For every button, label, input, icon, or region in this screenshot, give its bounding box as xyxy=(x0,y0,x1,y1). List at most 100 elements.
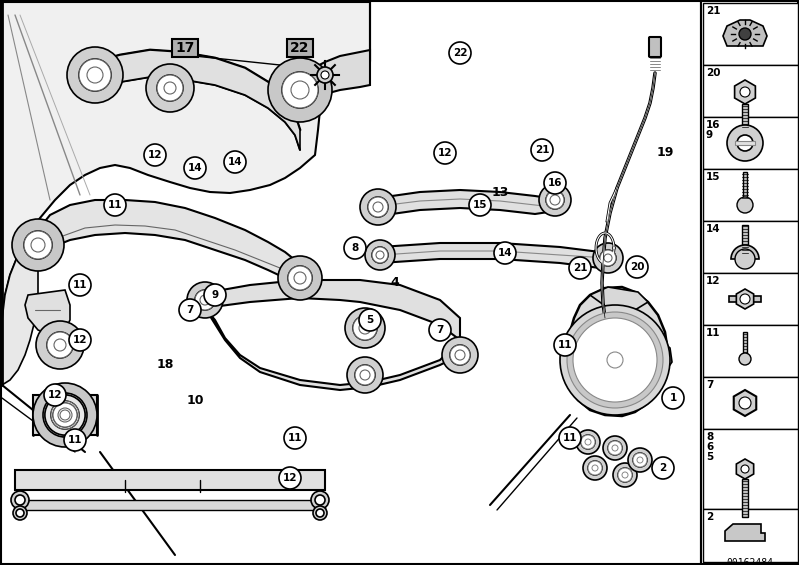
Text: 11: 11 xyxy=(68,435,82,445)
Polygon shape xyxy=(734,80,755,104)
Circle shape xyxy=(69,274,91,296)
Text: 00162484: 00162484 xyxy=(726,558,773,565)
Circle shape xyxy=(315,495,325,505)
Circle shape xyxy=(179,299,201,321)
Text: 19: 19 xyxy=(656,146,674,159)
Circle shape xyxy=(618,468,632,482)
Circle shape xyxy=(359,322,371,334)
Text: 9: 9 xyxy=(212,290,219,300)
Circle shape xyxy=(585,439,591,445)
Circle shape xyxy=(592,465,598,471)
Text: 2: 2 xyxy=(706,512,714,522)
Circle shape xyxy=(626,256,648,278)
Text: 11: 11 xyxy=(73,280,87,290)
Circle shape xyxy=(450,345,470,365)
Circle shape xyxy=(195,290,215,310)
Circle shape xyxy=(200,295,210,305)
Circle shape xyxy=(662,387,684,409)
Circle shape xyxy=(16,509,24,517)
Circle shape xyxy=(58,408,72,422)
Circle shape xyxy=(51,401,79,429)
Text: 13: 13 xyxy=(491,186,509,199)
Circle shape xyxy=(588,461,602,475)
Circle shape xyxy=(539,184,571,216)
Polygon shape xyxy=(95,50,300,150)
Text: 4: 4 xyxy=(391,276,400,289)
Circle shape xyxy=(559,427,581,449)
Polygon shape xyxy=(205,280,460,340)
FancyBboxPatch shape xyxy=(742,225,748,255)
Circle shape xyxy=(577,322,653,398)
FancyBboxPatch shape xyxy=(703,273,798,325)
Circle shape xyxy=(355,365,375,385)
Text: 12: 12 xyxy=(148,150,162,160)
Circle shape xyxy=(45,395,85,435)
Circle shape xyxy=(739,353,751,365)
FancyBboxPatch shape xyxy=(703,169,798,221)
Circle shape xyxy=(31,238,45,252)
Text: 8: 8 xyxy=(352,243,359,253)
Text: 16: 16 xyxy=(706,120,721,130)
FancyBboxPatch shape xyxy=(703,65,798,117)
Circle shape xyxy=(347,357,383,393)
Circle shape xyxy=(612,445,618,451)
Circle shape xyxy=(359,309,381,331)
Text: 12: 12 xyxy=(438,148,452,158)
Circle shape xyxy=(24,231,52,259)
Text: 21: 21 xyxy=(535,145,549,155)
Text: 7: 7 xyxy=(436,325,443,335)
Circle shape xyxy=(368,197,388,217)
Circle shape xyxy=(43,393,87,437)
Circle shape xyxy=(531,139,553,161)
Text: 11: 11 xyxy=(706,328,721,338)
Circle shape xyxy=(11,491,29,509)
Circle shape xyxy=(53,403,77,427)
Polygon shape xyxy=(38,200,300,290)
Circle shape xyxy=(450,345,470,365)
Circle shape xyxy=(637,457,643,463)
Circle shape xyxy=(344,237,366,259)
Polygon shape xyxy=(737,459,753,479)
Text: 10: 10 xyxy=(186,393,204,406)
Polygon shape xyxy=(733,390,757,416)
Circle shape xyxy=(581,435,595,449)
Text: 12: 12 xyxy=(283,473,297,483)
Circle shape xyxy=(544,172,566,194)
Circle shape xyxy=(735,249,755,269)
Circle shape xyxy=(739,397,751,409)
Circle shape xyxy=(79,59,111,91)
Circle shape xyxy=(353,316,377,340)
Wedge shape xyxy=(731,245,759,259)
Circle shape xyxy=(187,282,223,318)
Circle shape xyxy=(60,410,70,420)
FancyBboxPatch shape xyxy=(701,1,798,564)
Circle shape xyxy=(741,465,749,473)
Polygon shape xyxy=(25,290,70,335)
FancyBboxPatch shape xyxy=(649,37,661,57)
Text: 7: 7 xyxy=(186,305,193,315)
Circle shape xyxy=(53,403,77,427)
Circle shape xyxy=(224,151,246,173)
Circle shape xyxy=(291,81,309,99)
Circle shape xyxy=(36,321,84,369)
Text: 20: 20 xyxy=(630,262,644,272)
Text: 12: 12 xyxy=(73,335,87,345)
Text: 22: 22 xyxy=(453,48,467,58)
FancyBboxPatch shape xyxy=(703,325,798,377)
Text: 21: 21 xyxy=(573,263,587,273)
Circle shape xyxy=(633,453,647,467)
Circle shape xyxy=(593,243,623,273)
Circle shape xyxy=(628,448,652,472)
Circle shape xyxy=(317,67,333,83)
Circle shape xyxy=(618,468,632,482)
FancyBboxPatch shape xyxy=(703,221,798,273)
Text: 14: 14 xyxy=(188,163,202,173)
Circle shape xyxy=(311,491,329,509)
Circle shape xyxy=(164,82,176,94)
Circle shape xyxy=(429,319,451,341)
Text: 6: 6 xyxy=(706,442,714,452)
Text: 7: 7 xyxy=(706,380,714,390)
Text: 18: 18 xyxy=(157,359,173,372)
FancyBboxPatch shape xyxy=(729,296,761,302)
Circle shape xyxy=(577,322,653,398)
